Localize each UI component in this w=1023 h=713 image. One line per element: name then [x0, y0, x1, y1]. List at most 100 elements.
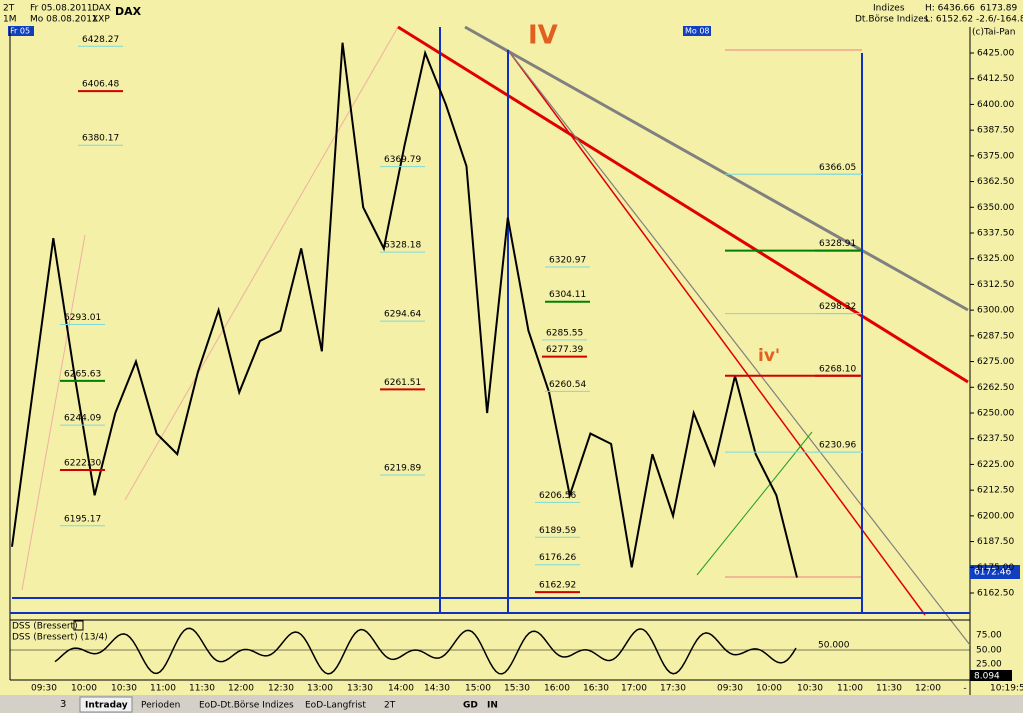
- level-label: 6189.59: [539, 526, 576, 536]
- indicator-tick: 50.00: [976, 646, 1002, 656]
- trend-line: [21, 234, 86, 591]
- level-label: 6328.18: [384, 241, 421, 251]
- x-tick-label: 12:30: [268, 684, 294, 694]
- high: H: 6436.66: [925, 4, 975, 14]
- price-tag-text: 6172.46: [974, 568, 1011, 578]
- level-label: 6206.56: [539, 491, 576, 501]
- level-label: 6268.10: [819, 364, 856, 374]
- day2: Mo 08: [685, 27, 710, 36]
- y-tick-label: 6375.00: [977, 151, 1014, 161]
- trend-line: [464, 25, 969, 312]
- indicator-tick: 25.00: [976, 660, 1002, 670]
- gd-button[interactable]: GD: [463, 701, 478, 711]
- x-tick-label: 15:30: [504, 684, 530, 694]
- y-tick-label: 6350.00: [977, 203, 1014, 213]
- level-label: 6298.32: [819, 302, 856, 312]
- indicator-button[interactable]: [73, 620, 84, 631]
- y-tick-label: 6312.50: [977, 280, 1014, 290]
- x-tick-label: 12:00: [915, 684, 941, 694]
- level-label: 6285.55: [546, 328, 583, 338]
- y-tick-label: 6237.50: [977, 434, 1014, 444]
- level-label: 6428.27: [82, 35, 119, 45]
- wave-label: IV: [528, 21, 558, 51]
- day-tag: [8, 26, 34, 36]
- trend-line: [507, 49, 971, 646]
- tab-label[interactable]: Perioden: [141, 701, 180, 711]
- x-tick-label: 11:30: [876, 684, 902, 694]
- trend-line: [507, 49, 926, 616]
- y-tick-label: 6337.50: [977, 229, 1014, 239]
- sym1: DAX: [92, 4, 111, 14]
- x-tick-label: 10:19:57: [990, 684, 1023, 694]
- x-tick-label: 09:30: [31, 684, 57, 694]
- copyright: (c)Tai-Pan: [972, 28, 1015, 38]
- x-tick-label: 16:30: [583, 684, 609, 694]
- level-label: 6261.51: [384, 378, 421, 388]
- y-tick-label: 6287.50: [977, 331, 1014, 341]
- y-tick-label: 6262.50: [977, 383, 1014, 393]
- date2: Mo 08.08.2011: [30, 15, 98, 25]
- x-tick-label: 10:30: [111, 684, 137, 694]
- level-label: 6277.39: [546, 345, 583, 355]
- level-label: 6265.63: [64, 369, 101, 379]
- day-tag: [683, 26, 711, 36]
- x-tick-label: 17:30: [660, 684, 686, 694]
- tool-count: 3: [60, 699, 66, 710]
- x-tick-label: -: [963, 684, 966, 694]
- level-label: 6320.97: [549, 256, 586, 266]
- tab-label[interactable]: EoD-Langfrist: [305, 701, 366, 711]
- x-tick-label: 10:00: [756, 684, 782, 694]
- symbol-name: DAX: [115, 5, 142, 18]
- period1: 2T: [3, 4, 15, 14]
- y-tick-label: 6225.00: [977, 460, 1014, 470]
- y-tick-label: 6362.50: [977, 177, 1014, 187]
- y-tick-label: 6187.50: [977, 537, 1014, 547]
- x-tick-label: 12:00: [228, 684, 254, 694]
- in-button[interactable]: IN: [487, 701, 498, 711]
- x-tick-label: 15:00: [465, 684, 491, 694]
- level-label: 6195.17: [64, 514, 101, 524]
- plot: [10, 25, 971, 646]
- sym2: XXP: [92, 15, 110, 25]
- indicator-name2: DSS (Bressert) (13/4): [12, 633, 108, 643]
- last: 6173.89: [980, 4, 1017, 14]
- change: -2.6/-164.8: [976, 15, 1023, 25]
- y-tick-label: 6275.00: [977, 357, 1014, 367]
- y-tick-label: 6325.00: [977, 254, 1014, 264]
- price-line: [11, 42, 798, 578]
- level-label: 6244.09: [64, 414, 101, 424]
- y-tick-label: 6425.00: [977, 49, 1014, 59]
- trend-line: [696, 431, 813, 576]
- tab-label[interactable]: EoD-Dt.Börse Indizes: [199, 701, 294, 711]
- level-label: 6294.64: [384, 310, 421, 320]
- level-label: 6162.92: [539, 581, 576, 591]
- level-label: 6304.11: [549, 290, 586, 300]
- level-label: 6176.26: [539, 553, 576, 563]
- x-tick-label: 10:00: [71, 684, 97, 694]
- level-label: 6260.54: [549, 380, 586, 390]
- y-tick-label: 6300.00: [977, 306, 1014, 316]
- level-label: 6369.79: [384, 155, 421, 165]
- level-label: 6293.01: [64, 313, 101, 323]
- x-tick-label: 16:00: [544, 684, 570, 694]
- indicator-current: 8.094: [974, 672, 1000, 682]
- wave-label: iv': [758, 346, 780, 366]
- x-tick-label: 13:30: [347, 684, 373, 694]
- y-tick-label: 6400.00: [977, 100, 1014, 110]
- level-label: 6380.17: [82, 134, 119, 144]
- y-tick-label: 6412.50: [977, 74, 1014, 84]
- x-tick-label: 11:00: [150, 684, 176, 694]
- y-tick-label: 6250.00: [977, 409, 1014, 419]
- trend-line: [397, 25, 969, 384]
- midline-label: 50.000: [818, 641, 850, 651]
- tab-label[interactable]: Intraday: [85, 701, 128, 711]
- level-label: 6230.96: [819, 441, 856, 451]
- period-select[interactable]: 2T: [384, 701, 396, 711]
- level-label: 6219.89: [384, 463, 421, 473]
- group: Indizes: [873, 4, 905, 14]
- y-tick-label: 6175.00: [977, 563, 1014, 573]
- level-label: 6366.05: [819, 163, 856, 173]
- tab[interactable]: [79, 696, 133, 713]
- x-tick-label: 14:30: [424, 684, 450, 694]
